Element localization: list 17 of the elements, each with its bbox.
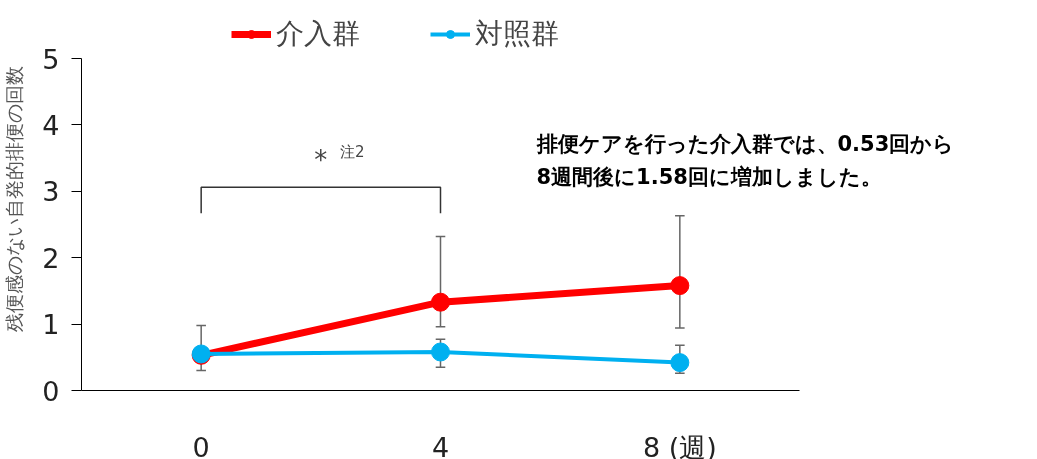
y-tick-label: 3 bbox=[42, 176, 60, 208]
annotation: *注2 bbox=[314, 143, 365, 175]
point bbox=[670, 353, 690, 373]
legend-label: 対照群 bbox=[475, 16, 559, 52]
y-tick-label: 4 bbox=[42, 109, 60, 141]
point bbox=[431, 342, 450, 362]
x-tick-label: 4 bbox=[431, 431, 450, 459]
x-tick-label: 0 bbox=[192, 431, 210, 459]
y-axis-title: 残便感のない自発的排便の回数 bbox=[3, 66, 26, 333]
point bbox=[431, 292, 450, 312]
y-tick-label: 2 bbox=[42, 242, 60, 274]
legend-label: 介入群 bbox=[276, 16, 360, 52]
point bbox=[670, 276, 690, 296]
annotation: 排便ケアを行った介入群では、0.53回から8週間後に1.58回に増加しました。 bbox=[535, 131, 955, 189]
y-tick-label: 0 bbox=[42, 375, 60, 407]
y-tick-label: 1 bbox=[42, 309, 60, 341]
y-tick-label: 5 bbox=[42, 43, 60, 75]
